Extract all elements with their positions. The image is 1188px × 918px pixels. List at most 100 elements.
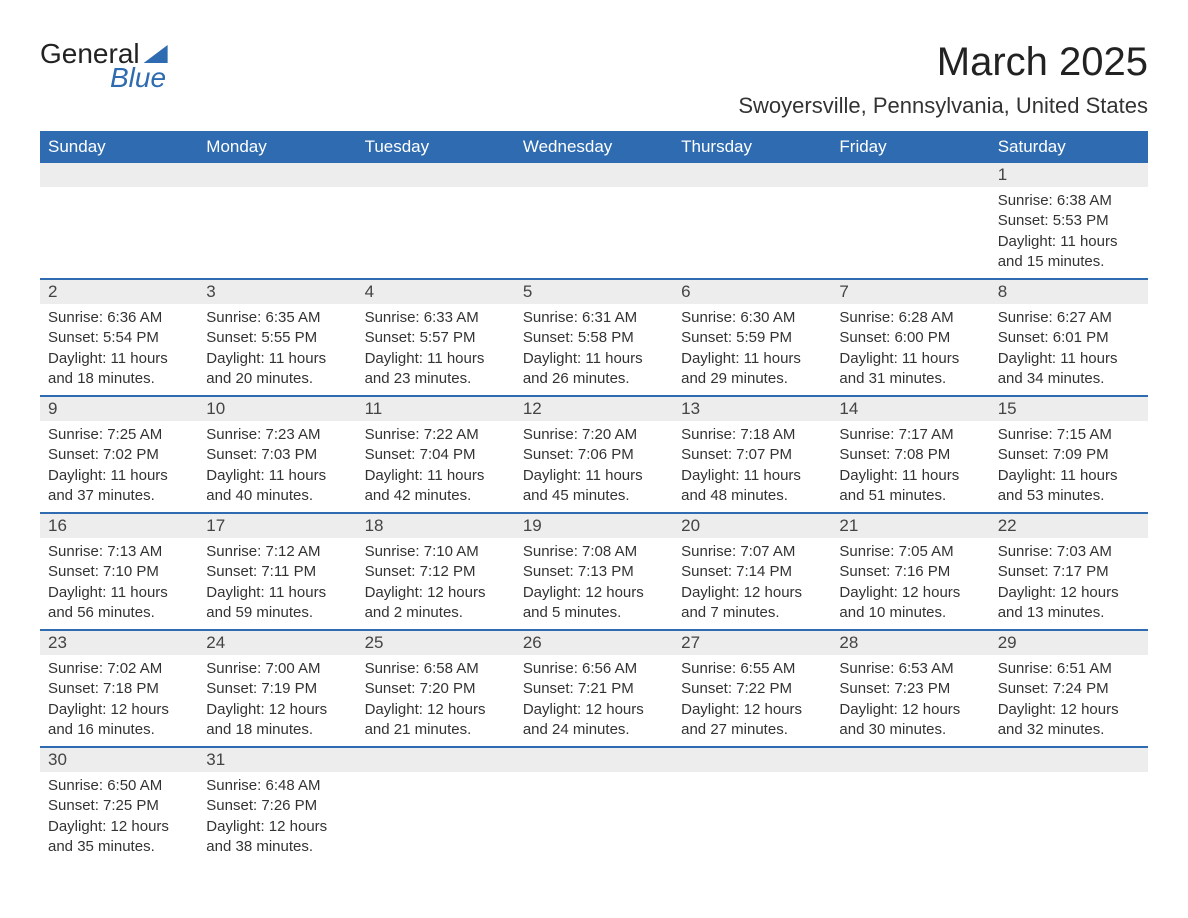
calendar-day-cell: 16Sunrise: 7:13 AMSunset: 7:10 PMDayligh… xyxy=(40,513,198,630)
calendar-day-cell: 13Sunrise: 7:18 AMSunset: 7:07 PMDayligh… xyxy=(673,396,831,513)
sunset-line: Sunset: 7:23 PM xyxy=(839,679,981,699)
calendar-week-row: 16Sunrise: 7:13 AMSunset: 7:10 PMDayligh… xyxy=(40,513,1148,630)
logo: General Blue xyxy=(40,40,168,92)
day-data: Sunrise: 6:30 AMSunset: 5:59 PMDaylight:… xyxy=(673,304,831,395)
day-number: 15 xyxy=(990,397,1148,421)
day-data: Sunrise: 6:33 AMSunset: 5:57 PMDaylight:… xyxy=(357,304,515,395)
sunset-line: Sunset: 7:21 PM xyxy=(523,679,665,699)
day-data: Sunrise: 6:50 AMSunset: 7:25 PMDaylight:… xyxy=(40,772,198,863)
sunset-line: Sunset: 7:17 PM xyxy=(998,562,1140,582)
day-number: 6 xyxy=(673,280,831,304)
day-data: Sunrise: 7:15 AMSunset: 7:09 PMDaylight:… xyxy=(990,421,1148,512)
sunset-line: Sunset: 7:07 PM xyxy=(681,445,823,465)
calendar-day-cell: 11Sunrise: 7:22 AMSunset: 7:04 PMDayligh… xyxy=(357,396,515,513)
calendar-day-cell xyxy=(831,163,989,279)
day-data: Sunrise: 7:23 AMSunset: 7:03 PMDaylight:… xyxy=(198,421,356,512)
day-data: Sunrise: 6:27 AMSunset: 6:01 PMDaylight:… xyxy=(990,304,1148,395)
daylight-line: Daylight: 11 hours and 56 minutes. xyxy=(48,583,190,624)
daylight-line: Daylight: 11 hours and 45 minutes. xyxy=(523,466,665,507)
day-number xyxy=(515,748,673,772)
sunset-line: Sunset: 5:54 PM xyxy=(48,328,190,348)
sunrise-line: Sunrise: 6:28 AM xyxy=(839,308,981,328)
daylight-line: Daylight: 12 hours and 38 minutes. xyxy=(206,817,348,858)
calendar-day-cell: 27Sunrise: 6:55 AMSunset: 7:22 PMDayligh… xyxy=(673,630,831,747)
sunrise-line: Sunrise: 6:51 AM xyxy=(998,659,1140,679)
day-data: Sunrise: 7:02 AMSunset: 7:18 PMDaylight:… xyxy=(40,655,198,746)
day-data: Sunrise: 7:22 AMSunset: 7:04 PMDaylight:… xyxy=(357,421,515,512)
day-number: 18 xyxy=(357,514,515,538)
daylight-line: Daylight: 11 hours and 15 minutes. xyxy=(998,232,1140,273)
day-data: Sunrise: 7:13 AMSunset: 7:10 PMDaylight:… xyxy=(40,538,198,629)
sunrise-line: Sunrise: 6:58 AM xyxy=(365,659,507,679)
sunrise-line: Sunrise: 6:56 AM xyxy=(523,659,665,679)
calendar-day-cell: 9Sunrise: 7:25 AMSunset: 7:02 PMDaylight… xyxy=(40,396,198,513)
sunrise-line: Sunrise: 6:38 AM xyxy=(998,191,1140,211)
day-number: 22 xyxy=(990,514,1148,538)
day-data: Sunrise: 7:25 AMSunset: 7:02 PMDaylight:… xyxy=(40,421,198,512)
calendar-day-cell: 31Sunrise: 6:48 AMSunset: 7:26 PMDayligh… xyxy=(198,747,356,863)
weekday-header: Friday xyxy=(831,131,989,163)
day-data: Sunrise: 7:07 AMSunset: 7:14 PMDaylight:… xyxy=(673,538,831,629)
day-number xyxy=(831,748,989,772)
calendar-day-cell xyxy=(357,747,515,863)
day-number: 28 xyxy=(831,631,989,655)
sunrise-line: Sunrise: 7:13 AM xyxy=(48,542,190,562)
day-number: 30 xyxy=(40,748,198,772)
calendar-day-cell: 12Sunrise: 7:20 AMSunset: 7:06 PMDayligh… xyxy=(515,396,673,513)
sunset-line: Sunset: 7:19 PM xyxy=(206,679,348,699)
calendar-day-cell xyxy=(673,163,831,279)
daylight-line: Daylight: 12 hours and 13 minutes. xyxy=(998,583,1140,624)
sunrise-line: Sunrise: 7:12 AM xyxy=(206,542,348,562)
sunrise-line: Sunrise: 6:55 AM xyxy=(681,659,823,679)
day-number: 13 xyxy=(673,397,831,421)
sunrise-line: Sunrise: 7:10 AM xyxy=(365,542,507,562)
sunrise-line: Sunrise: 6:30 AM xyxy=(681,308,823,328)
calendar-week-row: 23Sunrise: 7:02 AMSunset: 7:18 PMDayligh… xyxy=(40,630,1148,747)
sunrise-line: Sunrise: 6:31 AM xyxy=(523,308,665,328)
day-data: Sunrise: 6:56 AMSunset: 7:21 PMDaylight:… xyxy=(515,655,673,746)
sunset-line: Sunset: 5:57 PM xyxy=(365,328,507,348)
sunset-line: Sunset: 7:03 PM xyxy=(206,445,348,465)
calendar-week-row: 2Sunrise: 6:36 AMSunset: 5:54 PMDaylight… xyxy=(40,279,1148,396)
calendar-day-cell: 10Sunrise: 7:23 AMSunset: 7:03 PMDayligh… xyxy=(198,396,356,513)
day-data: Sunrise: 7:08 AMSunset: 7:13 PMDaylight:… xyxy=(515,538,673,629)
daylight-line: Daylight: 12 hours and 18 minutes. xyxy=(206,700,348,741)
daylight-line: Daylight: 11 hours and 20 minutes. xyxy=(206,349,348,390)
day-data: Sunrise: 7:00 AMSunset: 7:19 PMDaylight:… xyxy=(198,655,356,746)
day-number: 27 xyxy=(673,631,831,655)
weekday-header: Wednesday xyxy=(515,131,673,163)
day-number: 17 xyxy=(198,514,356,538)
daylight-line: Daylight: 11 hours and 31 minutes. xyxy=(839,349,981,390)
sunrise-line: Sunrise: 7:17 AM xyxy=(839,425,981,445)
day-number: 4 xyxy=(357,280,515,304)
daylight-line: Daylight: 12 hours and 24 minutes. xyxy=(523,700,665,741)
day-number: 21 xyxy=(831,514,989,538)
calendar-day-cell: 14Sunrise: 7:17 AMSunset: 7:08 PMDayligh… xyxy=(831,396,989,513)
day-number xyxy=(990,748,1148,772)
sunset-line: Sunset: 7:09 PM xyxy=(998,445,1140,465)
day-data: Sunrise: 6:51 AMSunset: 7:24 PMDaylight:… xyxy=(990,655,1148,746)
calendar-day-cell xyxy=(515,747,673,863)
daylight-line: Daylight: 12 hours and 21 minutes. xyxy=(365,700,507,741)
calendar-day-cell: 2Sunrise: 6:36 AMSunset: 5:54 PMDaylight… xyxy=(40,279,198,396)
daylight-line: Daylight: 11 hours and 37 minutes. xyxy=(48,466,190,507)
day-data: Sunrise: 7:05 AMSunset: 7:16 PMDaylight:… xyxy=(831,538,989,629)
sunrise-line: Sunrise: 7:22 AM xyxy=(365,425,507,445)
day-number: 29 xyxy=(990,631,1148,655)
day-number: 5 xyxy=(515,280,673,304)
daylight-line: Daylight: 12 hours and 32 minutes. xyxy=(998,700,1140,741)
sunset-line: Sunset: 5:53 PM xyxy=(998,211,1140,231)
daylight-line: Daylight: 11 hours and 29 minutes. xyxy=(681,349,823,390)
sunrise-line: Sunrise: 7:00 AM xyxy=(206,659,348,679)
calendar-day-cell xyxy=(990,747,1148,863)
sunrise-line: Sunrise: 6:50 AM xyxy=(48,776,190,796)
sunset-line: Sunset: 7:26 PM xyxy=(206,796,348,816)
day-number: 14 xyxy=(831,397,989,421)
calendar-day-cell xyxy=(831,747,989,863)
day-data: Sunrise: 7:10 AMSunset: 7:12 PMDaylight:… xyxy=(357,538,515,629)
month-title: March 2025 xyxy=(738,40,1148,85)
day-data: Sunrise: 6:35 AMSunset: 5:55 PMDaylight:… xyxy=(198,304,356,395)
calendar-day-cell: 26Sunrise: 6:56 AMSunset: 7:21 PMDayligh… xyxy=(515,630,673,747)
day-number: 31 xyxy=(198,748,356,772)
day-data: Sunrise: 6:36 AMSunset: 5:54 PMDaylight:… xyxy=(40,304,198,395)
